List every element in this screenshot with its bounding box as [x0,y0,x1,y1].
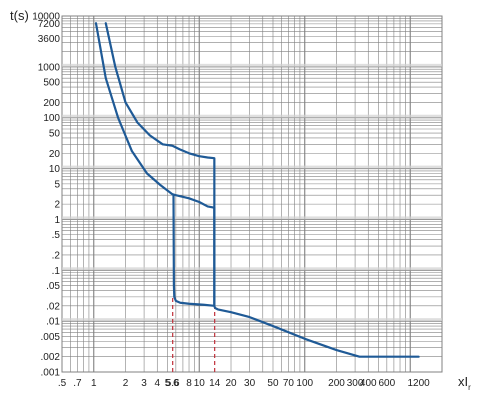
y-tick-label: 200 [43,98,60,109]
y-tick-label: .02 [46,301,60,312]
x-tick-label: 600 [378,378,395,389]
x-axis-title: xIr [458,374,471,392]
y-tick-label: .01 [46,317,60,328]
y-tick-label: 7200 [38,19,61,30]
y-tick-label: 5 [54,179,60,190]
x-tick-label: 1200 [407,378,430,389]
y-tick-label: .1 [52,266,61,277]
decade-band [62,216,442,220]
grid [61,15,443,373]
y-tick-label: 2 [54,200,60,211]
y-tick-label: .2 [52,250,61,261]
x-tick-label: 30 [244,378,256,389]
x-tick-label: 14 [209,378,221,389]
y-tick-label: 1 [54,215,60,226]
decade-band [62,63,442,67]
x-tick-label: 6 [173,378,179,389]
reference-lines [172,296,216,372]
y-tick-label: .001 [41,368,61,379]
y-tick-label: 10000 [32,12,60,23]
x-tick-label: 50 [267,378,279,389]
x-axis-title-main: xI [458,374,468,389]
x-tick-label: 70 [283,378,295,389]
y-tick-label: 100 [43,113,60,124]
x-tick-label: 2 [123,378,129,389]
curves [94,22,420,358]
decade-band [62,165,442,169]
x-tick-label: 200 [328,378,345,389]
x-tick-label: 300 [347,378,364,389]
curve-3 [171,193,216,306]
plot-frame [61,15,443,373]
x-tick-label: 100 [296,378,313,389]
y-tick-label: 10 [49,164,61,175]
x-axis-title-sub: r [468,383,471,392]
x-tick-label: 400 [360,378,377,389]
y-tick-label: 500 [43,78,60,89]
y-tick-label: 1000 [38,62,61,73]
x-tick-label: 1 [91,378,97,389]
y-tick-label: .002 [41,352,61,363]
x-tick-label: 10 [194,378,206,389]
x-tick-label: 5 [165,378,171,389]
x-tick-label: 5.6 [166,378,180,389]
y-tick-label: .5 [52,230,61,241]
x-tick-label: 8 [186,378,192,389]
x-tick-label: 20 [225,378,237,389]
curve-1 [94,22,420,358]
y-tick-label: 3600 [38,34,61,45]
y-tick-label: .05 [46,281,60,292]
x-tick-label: .7 [73,378,82,389]
x-tick-label: .5 [58,378,67,389]
x-tick-label: 4 [154,378,160,389]
y-axis-title: t(s) [10,8,29,23]
y-tick-label: 20 [49,149,61,160]
decade-band [62,114,442,118]
y-tick-label: 50 [49,129,61,140]
decade-band [62,318,442,322]
x-tick-label: 3 [141,378,147,389]
decade-bands [62,63,442,322]
y-tick-label: .005 [41,332,61,343]
decade-band [62,267,442,271]
curve-2 [104,22,216,306]
